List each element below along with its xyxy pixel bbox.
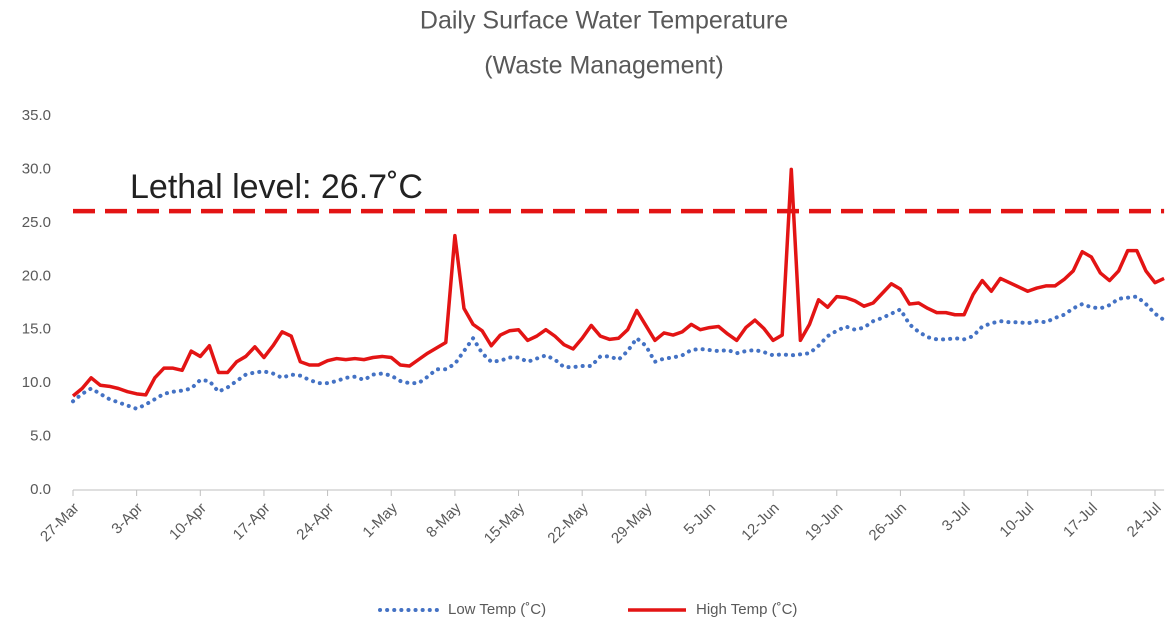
- chart-title: Daily Surface Water Temperature: [420, 7, 788, 35]
- x-tick-label: 5-Jun: [681, 500, 720, 539]
- y-tick-label: 15.0: [22, 321, 51, 338]
- x-tick-label: 10-Jul: [996, 500, 1037, 541]
- x-tick-label: 17-Jul: [1060, 500, 1101, 541]
- x-tick-label: 19-Jun: [802, 500, 846, 544]
- chart-subtitle: (Waste Management): [484, 52, 723, 80]
- annotation: Lethal level: 26.7˚C: [130, 168, 423, 206]
- x-tick-label: 3-Apr: [108, 500, 146, 538]
- x-tick-label: 29-May: [608, 499, 656, 547]
- y-tick-label: 5.0: [30, 428, 51, 445]
- x-tick-label: 27-Mar: [37, 500, 83, 546]
- x-tick-label: 1-May: [359, 499, 401, 541]
- y-tick-label: 10.0: [22, 374, 51, 391]
- x-tick-label: 10-Apr: [166, 500, 210, 544]
- series-line: [71, 167, 1165, 398]
- legend-label: Low Temp (˚C): [448, 601, 546, 618]
- series-line: [71, 294, 1167, 411]
- legend-label: High Temp (˚C): [696, 601, 797, 618]
- y-tick-label: 30.0: [22, 160, 51, 177]
- x-tick-label: 24-Jul: [1124, 500, 1165, 541]
- x-tick-label: 8-May: [423, 499, 465, 541]
- x-tick-label: 3-Jul: [939, 500, 974, 535]
- x-tick-label: 17-Apr: [230, 500, 274, 544]
- y-tick-label: 20.0: [22, 267, 51, 284]
- x-tick-label: 12-Jun: [738, 500, 782, 544]
- x-tick-label: 22-May: [544, 499, 592, 547]
- x-tick-label: 26-Jun: [866, 500, 910, 544]
- y-tick-label: 0.0: [30, 481, 51, 498]
- y-tick-label: 25.0: [22, 214, 51, 231]
- x-tick-label: 15-May: [481, 499, 529, 547]
- y-tick-label: 35.0: [22, 107, 51, 124]
- x-tick-label: 24-Apr: [293, 500, 337, 544]
